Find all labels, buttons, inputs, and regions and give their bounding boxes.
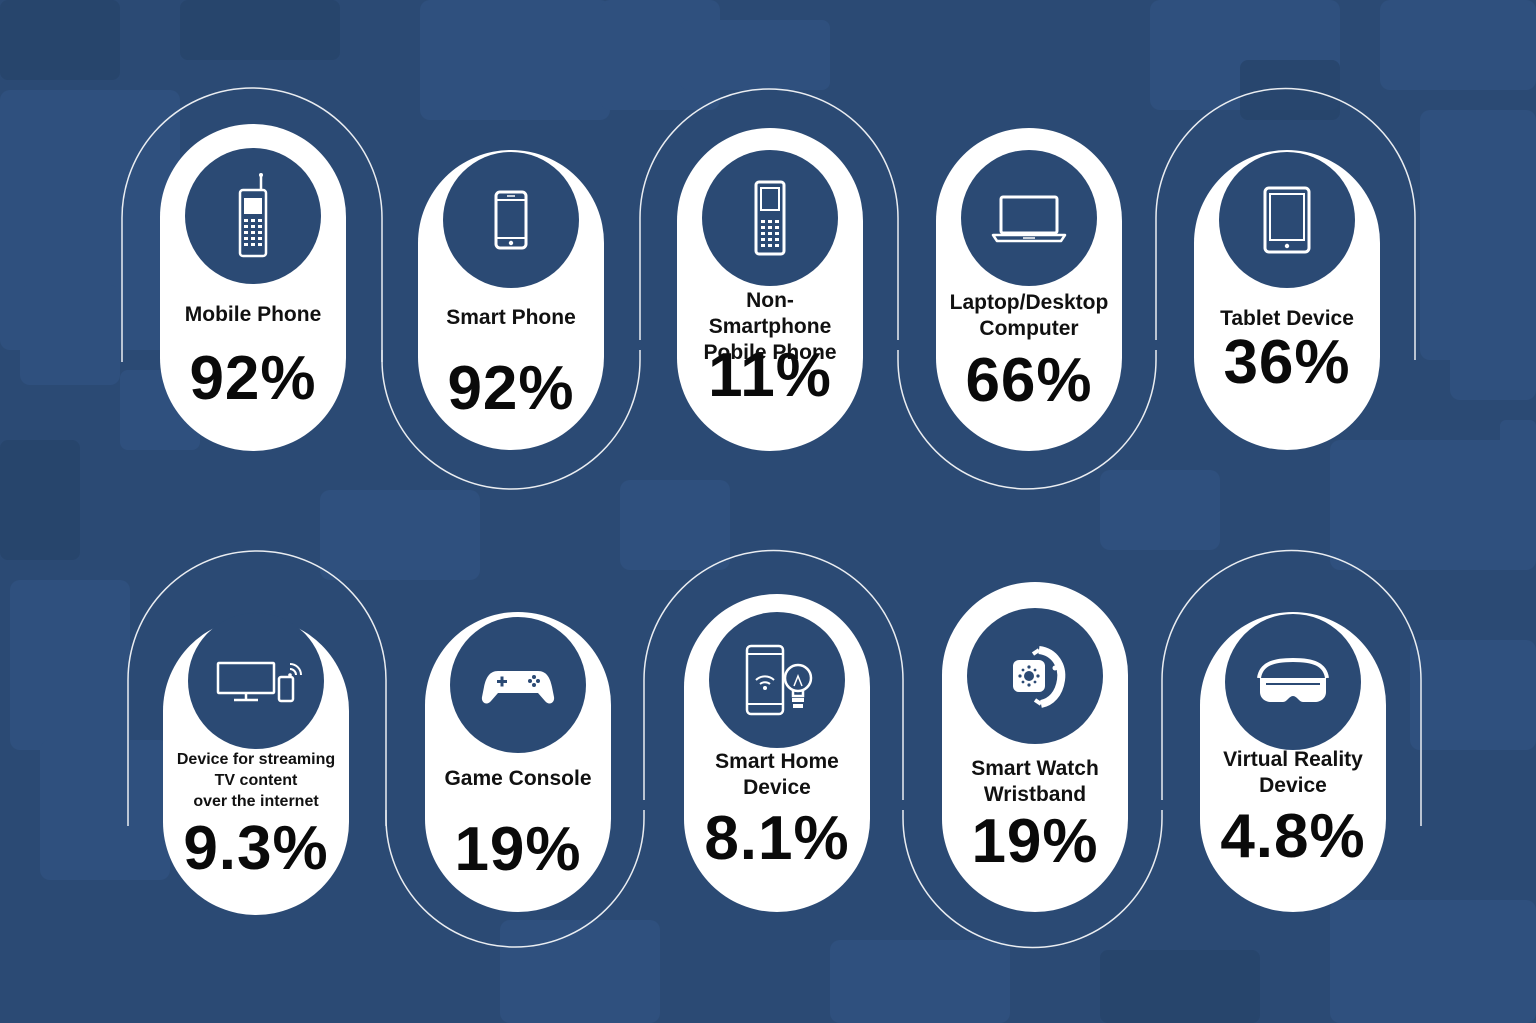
device-label: Device for streaming TV content over the…	[176, 751, 336, 810]
icon-badge	[1219, 152, 1355, 288]
device-percentage: 9.3%	[183, 814, 329, 883]
device-card-smart-home: Smart Home Device 8.1%	[684, 594, 870, 912]
device-percentage: 19%	[454, 815, 582, 884]
smart-home-icon	[745, 644, 813, 716]
device-label: Laptop/Desktop Computer	[949, 291, 1109, 340]
smartphone-icon	[494, 190, 528, 250]
device-percentage: 92%	[189, 344, 317, 413]
device-card-laptop: Laptop/Desktop Computer 66%	[936, 128, 1122, 451]
device-card-mobile-phone: Mobile Phone 92%	[160, 124, 346, 451]
device-label: Mobile Phone	[184, 303, 322, 326]
icon-badge	[709, 612, 845, 748]
device-label: Non-Smartphone Pobile Phone	[703, 289, 837, 364]
device-card-smart-phone: Smart Phone 92%	[418, 150, 604, 450]
device-card-streaming-device: Device for streaming TV content over the…	[163, 613, 349, 915]
device-card-game-console: Game Console 19%	[425, 612, 611, 912]
device-label: Smart Phone	[446, 306, 576, 329]
device-percentage: 92%	[447, 354, 575, 423]
device-percentage: 11%	[708, 341, 832, 410]
device-percentage: 66%	[965, 346, 1093, 415]
icon-badge	[702, 150, 838, 286]
laptop-icon	[991, 195, 1067, 243]
device-percentage: 4.8%	[1220, 802, 1366, 871]
device-card-vr-device: Virtual Reality Device 4.8%	[1200, 612, 1386, 912]
device-percentage: 8.1%	[704, 804, 850, 873]
icon-badge	[1225, 614, 1361, 750]
vr-headset-icon	[1257, 657, 1329, 702]
device-card-tablet: Tablet Device 36%	[1194, 150, 1380, 450]
icon-badge	[185, 148, 321, 284]
icon-badge	[450, 617, 586, 753]
device-card-smart-watch: Smart Watch Wristband 19%	[942, 582, 1128, 912]
device-percentage: 19%	[971, 807, 1099, 876]
tablet-icon	[1263, 186, 1311, 254]
smartwatch-icon	[1013, 646, 1066, 708]
icon-badge	[967, 608, 1103, 744]
device-label: Game Console	[444, 767, 592, 790]
gamepad-icon	[481, 671, 555, 704]
device-card-non-smartphone: Non-Smartphone Pobile Phone 11%	[677, 128, 863, 451]
feature-phone-icon	[754, 180, 786, 256]
icon-badge	[188, 613, 324, 749]
device-label: Smart Home Device	[715, 750, 839, 799]
device-percentage: 36%	[1223, 328, 1351, 397]
mobile-phone-icon	[238, 173, 268, 258]
device-label: Virtual Reality Device	[1223, 748, 1363, 797]
icon-badge	[443, 152, 579, 288]
device-label: Smart Watch Wristband	[971, 757, 1099, 806]
device-label: Tablet Device	[1220, 307, 1354, 330]
icon-badge	[961, 150, 1097, 286]
streaming-tv-icon	[216, 661, 302, 703]
